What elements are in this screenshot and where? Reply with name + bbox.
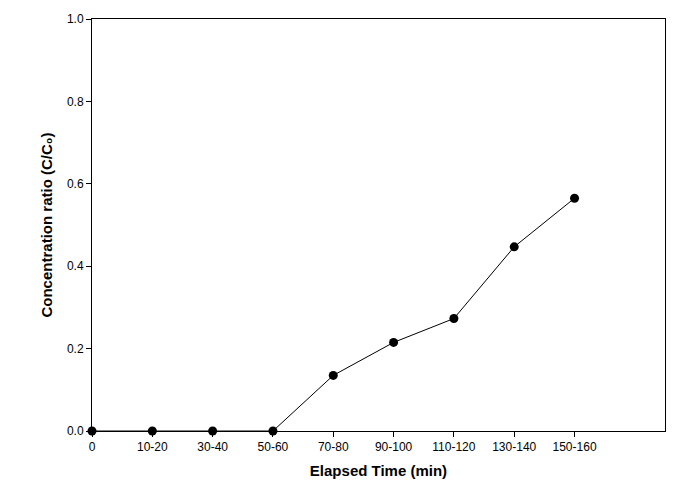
svg-text:90-100: 90-100: [375, 440, 413, 454]
svg-text:Elapsed Time (min): Elapsed Time (min): [310, 462, 447, 479]
svg-text:0.6: 0.6: [67, 177, 84, 191]
svg-text:130-140: 130-140: [492, 440, 536, 454]
svg-text:1.0: 1.0: [67, 12, 84, 26]
svg-text:50-60: 50-60: [258, 440, 289, 454]
svg-text:0.0: 0.0: [67, 424, 84, 438]
svg-text:0: 0: [89, 440, 96, 454]
svg-text:110-120: 110-120: [432, 440, 475, 454]
svg-text:70-80: 70-80: [318, 440, 349, 454]
svg-text:10-20: 10-20: [137, 440, 168, 454]
svg-text:0.2: 0.2: [67, 342, 84, 356]
svg-text:30-40: 30-40: [197, 440, 228, 454]
svg-text:0.8: 0.8: [67, 95, 84, 109]
svg-text:0.4: 0.4: [67, 259, 84, 273]
svg-text:150-160: 150-160: [553, 440, 597, 454]
svg-text:Concentration ratio (C/C₀): Concentration ratio (C/C₀): [38, 132, 55, 317]
